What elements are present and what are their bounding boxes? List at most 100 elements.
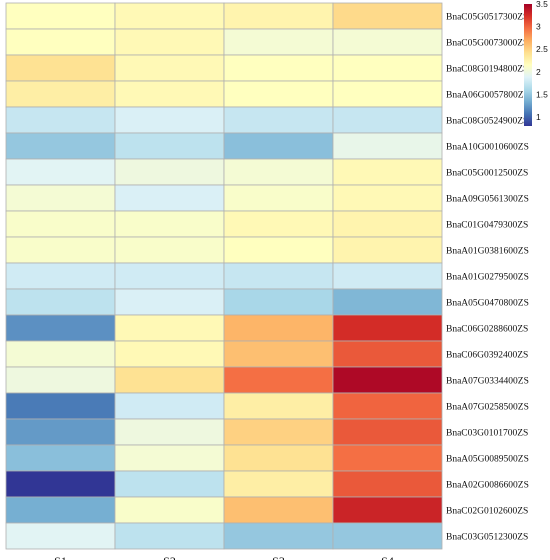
heatmap-cell bbox=[223, 132, 334, 160]
heatmap-cell bbox=[5, 288, 116, 316]
heatmap-cell bbox=[5, 314, 116, 342]
heatmap-cell bbox=[114, 314, 225, 342]
heatmap-cell bbox=[5, 158, 116, 186]
heatmap-cell bbox=[5, 184, 116, 212]
heatmap-cell bbox=[223, 54, 334, 82]
heatmap-cell bbox=[332, 210, 443, 238]
row-label: BnaA07G0334400ZS bbox=[446, 377, 529, 387]
heatmap-cell bbox=[223, 80, 334, 108]
heatmap-cell bbox=[223, 236, 334, 264]
row-label: BnaC05G0073000ZS bbox=[446, 39, 528, 49]
heatmap-cell bbox=[114, 522, 225, 550]
heatmap-cell bbox=[114, 366, 225, 394]
row-label: BnaC06G0392400ZS bbox=[446, 351, 528, 361]
column-label: S1 bbox=[54, 554, 67, 560]
heatmap-cell bbox=[223, 106, 334, 134]
heatmap-cell bbox=[332, 132, 443, 160]
heatmap-cell bbox=[332, 444, 443, 472]
heatmap-cell bbox=[332, 470, 443, 498]
heatmap-cell bbox=[5, 340, 116, 368]
heatmap-cell bbox=[332, 184, 443, 212]
heatmap-cell bbox=[5, 470, 116, 498]
heatmap-cell bbox=[5, 80, 116, 108]
heatmap-cell bbox=[5, 522, 116, 550]
heatmap-cell bbox=[5, 106, 116, 134]
heatmap-cell bbox=[223, 262, 334, 290]
heatmap-cell bbox=[223, 522, 334, 550]
heatmap-cell bbox=[332, 2, 443, 30]
row-label: BnaC03G0512300ZS bbox=[446, 533, 528, 543]
row-label: BnaA05G0089500ZS bbox=[446, 455, 529, 465]
column-labels: S1 S2 S3 S4 bbox=[54, 554, 394, 560]
colorbar-tick-label: 1 bbox=[536, 112, 541, 122]
row-label: BnaA01G0381600ZS bbox=[446, 247, 529, 257]
colorbar-tick-label: 3 bbox=[536, 22, 541, 32]
heatmap-cell bbox=[332, 80, 443, 108]
heatmap-cell bbox=[223, 2, 334, 30]
heatmap-cell bbox=[114, 262, 225, 290]
heatmap-cell bbox=[223, 314, 334, 342]
heatmap-cell bbox=[223, 28, 334, 56]
row-label: BnaC05G0517300ZS bbox=[446, 13, 528, 23]
row-label: BnaA01G0279500ZS bbox=[446, 273, 529, 283]
row-label: BnaA07G0258500ZS bbox=[446, 403, 529, 413]
column-label: S2 bbox=[163, 554, 176, 560]
heatmap-cell bbox=[114, 80, 225, 108]
heatmap-cell bbox=[114, 210, 225, 238]
heatmap-cell bbox=[5, 54, 116, 82]
row-label: BnaC02G0102600ZS bbox=[446, 507, 528, 517]
heatmap-cell bbox=[223, 496, 334, 524]
heatmap-cell bbox=[114, 418, 225, 446]
heatmap-cell bbox=[114, 340, 225, 368]
heatmap-cell bbox=[5, 366, 116, 394]
heatmap-cell bbox=[114, 184, 225, 212]
colorbar-gradient bbox=[524, 4, 532, 126]
heatmap-cell bbox=[5, 418, 116, 446]
row-label: BnaA05G0470800ZS bbox=[446, 299, 529, 309]
heatmap-cell bbox=[332, 28, 443, 56]
heatmap-cell bbox=[5, 28, 116, 56]
row-label: BnaA09G0561300ZS bbox=[446, 195, 529, 205]
column-label: S4 bbox=[381, 554, 394, 560]
heatmap-cell bbox=[114, 236, 225, 264]
heatmap-cell bbox=[5, 2, 116, 30]
heatmap-cell bbox=[223, 470, 334, 498]
colorbar-tick-label: 2.5 bbox=[536, 44, 548, 54]
heatmap-cell bbox=[223, 288, 334, 316]
heatmap-cells bbox=[5, 2, 443, 550]
row-label: BnaC08G0194800ZS bbox=[446, 65, 528, 75]
heatmap-cell bbox=[114, 2, 225, 30]
heatmap-cell bbox=[114, 392, 225, 420]
heatmap-cell bbox=[5, 262, 116, 290]
row-label: BnaA02G0086600ZS bbox=[446, 481, 529, 491]
colorbar-tick-label: 2 bbox=[536, 67, 541, 77]
heatmap-cell bbox=[223, 418, 334, 446]
heatmap-cell bbox=[5, 236, 116, 264]
row-labels: BnaC05G0517300ZS BnaC05G0073000ZS BnaC08G0… bbox=[446, 13, 529, 543]
row-label: BnaC03G0101700ZS bbox=[446, 429, 528, 439]
heatmap-cell bbox=[5, 132, 116, 160]
heatmap-cell bbox=[332, 522, 443, 550]
heatmap-cell bbox=[332, 236, 443, 264]
colorbar-tick-label: 3.5 bbox=[536, 0, 548, 9]
heatmap-cell bbox=[114, 496, 225, 524]
heatmap-cell bbox=[114, 28, 225, 56]
row-label: BnaC01G0479300ZS bbox=[446, 221, 528, 231]
heatmap-cell bbox=[5, 444, 116, 472]
heatmap-cell bbox=[114, 132, 225, 160]
heatmap-cell bbox=[114, 470, 225, 498]
heatmap-cell bbox=[114, 158, 225, 186]
heatmap-cell bbox=[332, 366, 443, 394]
heatmap-cell bbox=[223, 340, 334, 368]
heatmap-cell bbox=[332, 288, 443, 316]
heatmap-cell bbox=[114, 54, 225, 82]
row-label: BnaA10G0010600ZS bbox=[446, 143, 529, 153]
heatmap-cell bbox=[223, 184, 334, 212]
heatmap-cell bbox=[332, 314, 443, 342]
heatmap-cell bbox=[332, 392, 443, 420]
colorbar-tick-label: 1.5 bbox=[536, 89, 548, 99]
colorbar-ticks: 1 1.5 2 2.5 3 3.5 bbox=[536, 0, 548, 122]
heatmap-cell bbox=[5, 210, 116, 238]
heatmap-cell bbox=[332, 262, 443, 290]
